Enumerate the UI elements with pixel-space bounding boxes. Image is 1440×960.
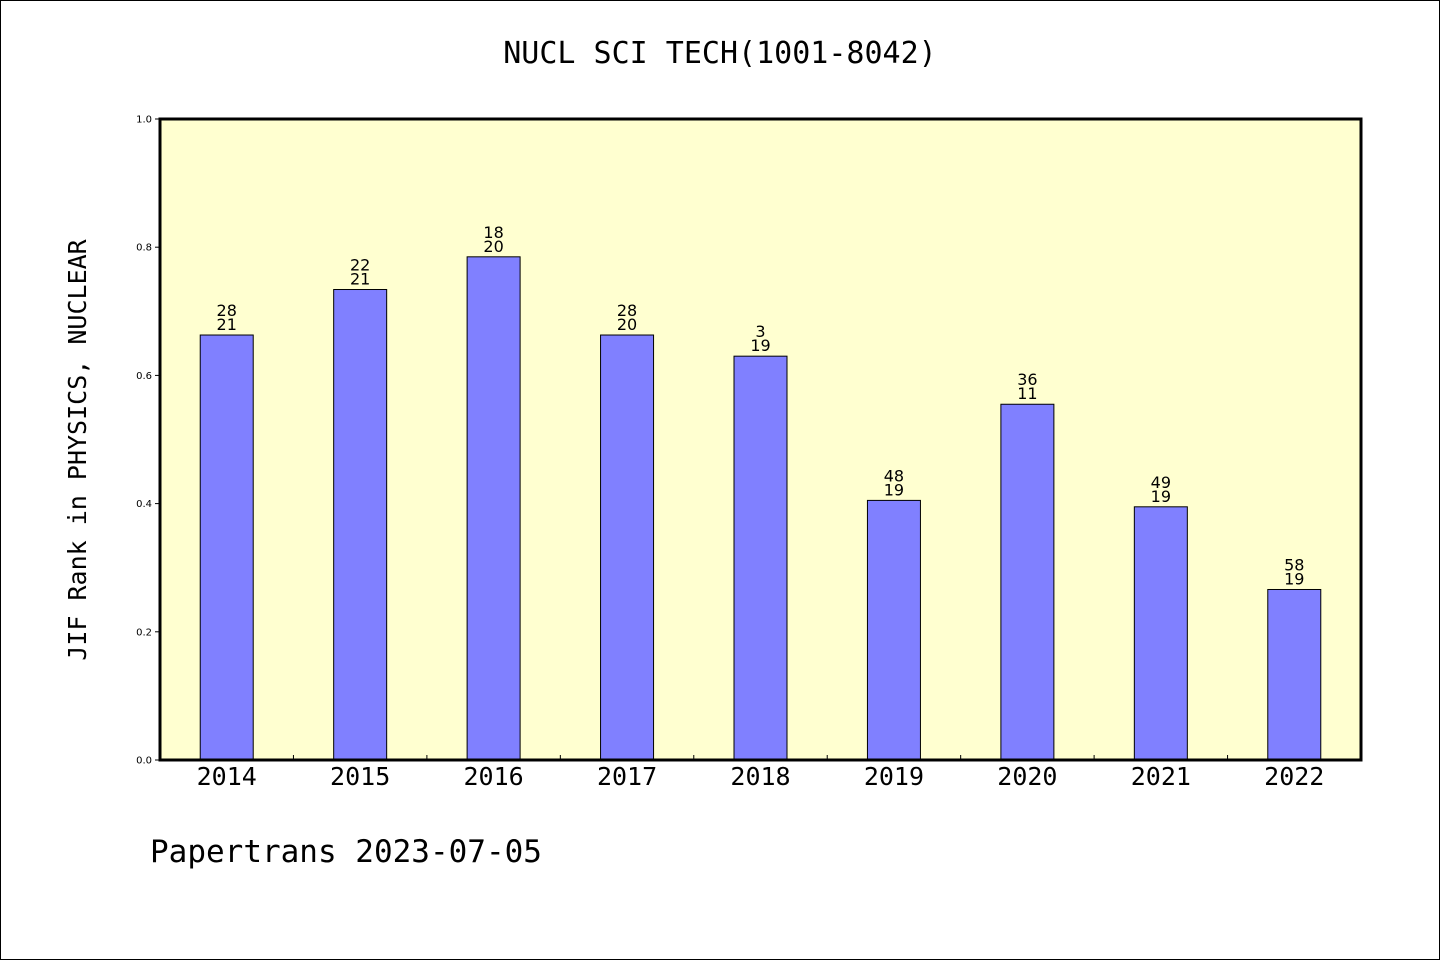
bar-label-bottom: 20 — [617, 315, 637, 334]
bar-label-bottom: 21 — [217, 315, 237, 334]
footer-credit: Papertrans 2023-07-05 — [150, 834, 542, 870]
bar-2018 — [733, 355, 788, 761]
y-tick-label: 0.4 — [136, 499, 152, 510]
bar-2017 — [600, 334, 655, 761]
bar-2016 — [466, 256, 521, 761]
y-axis-ticks: 0.0 0.2 0.4 0.6 0.8 1.0 — [136, 115, 160, 767]
x-tick-label: 2019 — [864, 762, 924, 791]
bar-label-top: 3 — [755, 322, 765, 341]
x-tick-label: 2016 — [464, 762, 524, 791]
bar-label-bottom: 11 — [1017, 384, 1037, 403]
y-tick-label: 1.0 — [136, 115, 152, 126]
bar-label-top: 18 — [483, 223, 503, 242]
bar-label-bottom: 19 — [1151, 487, 1171, 506]
y-tick-label: 0.8 — [136, 243, 152, 254]
bar-label-bottom: 19 — [750, 336, 770, 355]
bar-2019 — [866, 499, 921, 761]
y-tick-label: 0.0 — [136, 756, 152, 767]
y-axis-label: JIF Rank in PHYSICS, NUCLEAR — [63, 238, 92, 660]
bar-label-top: 28 — [217, 301, 237, 320]
bar-2021 — [1133, 506, 1188, 761]
x-tick-label: 2018 — [730, 762, 790, 791]
bar-2014 — [199, 334, 254, 761]
bar-label-top: 58 — [1284, 555, 1304, 574]
bar-2022 — [1267, 588, 1322, 761]
chart-title: NUCL SCI TECH(1001-8042) — [503, 36, 937, 71]
bar-label-top: 48 — [884, 466, 904, 485]
bar-label-bottom: 19 — [1284, 569, 1304, 588]
bar-label-top: 28 — [617, 301, 637, 320]
y-tick-label: 0.2 — [136, 627, 152, 638]
bar-2020 — [1000, 403, 1055, 761]
bar-label-bottom: 21 — [350, 270, 370, 289]
y-tick-label: 0.6 — [136, 371, 152, 382]
plot-border — [158, 117, 1363, 762]
bar-label-bottom: 19 — [884, 480, 904, 499]
x-tick-label: 2015 — [330, 762, 390, 791]
x-tick-label: 2017 — [597, 762, 657, 791]
x-tick-label: 2021 — [1131, 762, 1191, 791]
bar-label-top: 22 — [350, 256, 370, 275]
bar-label-top: 49 — [1151, 473, 1171, 492]
bar-2015 — [333, 289, 388, 761]
x-axis-ticks: 2014 2015 2016 2017 2018 2019 2020 2021 2022 — [197, 755, 1324, 791]
x-tick-label: 2014 — [197, 762, 257, 791]
x-tick-label: 2020 — [997, 762, 1057, 791]
bar-label-bottom: 20 — [483, 237, 503, 256]
x-tick-label: 2022 — [1264, 762, 1324, 791]
bar-label-top: 36 — [1017, 370, 1037, 389]
